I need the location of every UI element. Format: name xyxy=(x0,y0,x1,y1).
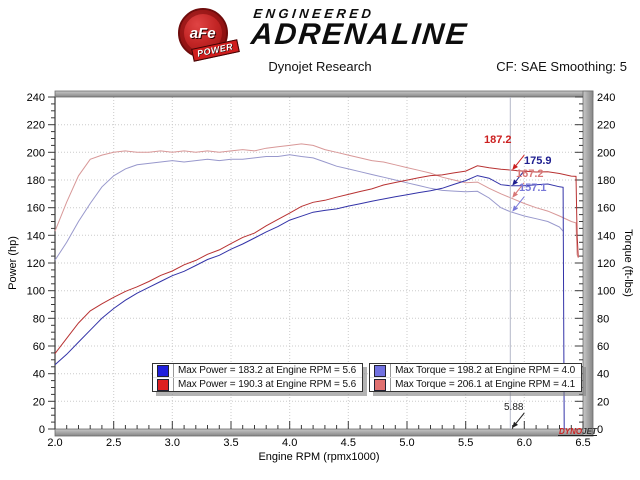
svg-text:6.5: 6.5 xyxy=(575,437,590,449)
svg-text:60: 60 xyxy=(597,341,609,353)
svg-text:20: 20 xyxy=(33,396,45,408)
y-axis-ticks: 0 0 20 20 40 40 60 60 80 80 100 100 120 120 140 140 160 1… xyxy=(27,92,616,436)
svg-text:180: 180 xyxy=(27,175,45,187)
svg-text:120: 120 xyxy=(597,258,615,270)
svg-text:220: 220 xyxy=(27,120,45,132)
svg-text:2.5: 2.5 xyxy=(106,437,121,449)
svg-text:160: 160 xyxy=(597,203,615,215)
svg-text:240: 240 xyxy=(27,92,45,104)
smoothing-status: CF: SAE Smoothing: 5 xyxy=(496,59,627,74)
svg-text:4.5: 4.5 xyxy=(341,437,356,449)
svg-text:180: 180 xyxy=(597,175,615,187)
svg-text:4.0: 4.0 xyxy=(282,437,297,449)
legend-label: Max Torque = 206.1 at Engine RPM = 4.1 xyxy=(395,379,576,390)
svg-text:0: 0 xyxy=(597,424,603,436)
curve-torque_run_red xyxy=(54,143,579,258)
svg-text:160: 160 xyxy=(27,203,45,215)
svg-text:167.2: 167.2 xyxy=(516,168,544,180)
svg-text:140: 140 xyxy=(597,230,615,242)
legend-row: Max Torque = 206.1 at Engine RPM = 4.1 xyxy=(370,377,582,391)
svg-text:100: 100 xyxy=(597,286,615,298)
svg-text:5.88: 5.88 xyxy=(504,402,524,413)
svg-text:0: 0 xyxy=(39,424,45,436)
power-blue-swatch-icon xyxy=(157,364,169,377)
svg-text:6.0: 6.0 xyxy=(517,437,532,449)
legend-label: Max Power = 190.3 at Engine RPM = 5.6 xyxy=(178,379,357,390)
legend: Max Power = 183.2 at Engine RPM = 5.6 Ma… xyxy=(152,363,583,392)
legend-box-torque[interactable]: Max Torque = 198.2 at Engine RPM = 4.0 M… xyxy=(369,363,583,392)
svg-text:80: 80 xyxy=(597,313,609,325)
legend-label: Max Torque = 198.2 at Engine RPM = 4.0 xyxy=(395,365,576,376)
swatch-cell xyxy=(153,378,174,391)
dyno-chart-plot[interactable]: 0 0 20 20 40 40 60 60 80 80 100 100 120 120 140 140 160 1… xyxy=(0,85,640,480)
svg-text:40: 40 xyxy=(597,369,609,381)
x-axis-ticks: 2.0 2.5 3.0 3.5 4.0 4.5 5.0 5.5 6.0 6.5 xyxy=(47,421,591,449)
legend-row: Max Torque = 198.2 at Engine RPM = 4.0 xyxy=(370,364,581,377)
power-red-swatch-icon xyxy=(157,378,169,391)
legend-label: Max Power = 183.2 at Engine RPM = 5.6 xyxy=(178,365,357,376)
dynojet-watermark: DYNOJET xyxy=(558,427,598,436)
svg-text:100: 100 xyxy=(27,286,45,298)
afe-logo-text: aFe xyxy=(189,24,216,42)
swatch-cell xyxy=(153,364,174,377)
legend-row: Max Power = 183.2 at Engine RPM = 5.6 xyxy=(153,364,362,377)
svg-text:120: 120 xyxy=(27,258,45,270)
svg-text:200: 200 xyxy=(27,147,45,159)
brand-text: ENGINEERED ADRENALINE xyxy=(249,6,470,51)
legend-box-power[interactable]: Max Power = 183.2 at Engine RPM = 5.6 Ma… xyxy=(152,363,364,392)
y-axis-title-left: Power (hp) xyxy=(7,236,19,290)
curve-torque_run_blue xyxy=(54,154,564,261)
svg-text:5.0: 5.0 xyxy=(399,437,414,449)
svg-text:20: 20 xyxy=(597,396,609,408)
svg-text:DYNOJET: DYNOJET xyxy=(559,427,598,436)
svg-text:220: 220 xyxy=(597,120,615,132)
brand-adrenaline: ADRENALINE xyxy=(249,18,470,51)
svg-text:187.2: 187.2 xyxy=(484,134,512,146)
svg-text:200: 200 xyxy=(597,147,615,159)
svg-text:175.9: 175.9 xyxy=(524,155,552,167)
curve-power_run_red xyxy=(54,165,579,354)
swatch-cell xyxy=(370,364,392,377)
svg-text:157.1: 157.1 xyxy=(519,182,547,194)
svg-text:2.0: 2.0 xyxy=(47,437,62,449)
svg-text:3.0: 3.0 xyxy=(165,437,180,449)
afe-power-logo: aFe POWER xyxy=(172,6,242,62)
curve-power_run_blue xyxy=(54,175,565,430)
torque-red-swatch-icon xyxy=(374,378,387,391)
svg-text:40: 40 xyxy=(33,369,45,381)
svg-text:140: 140 xyxy=(27,230,45,242)
swatch-cell xyxy=(370,378,392,391)
svg-text:3.5: 3.5 xyxy=(223,437,238,449)
svg-text:5.5: 5.5 xyxy=(458,437,473,449)
brand-header: aFe POWER ENGINEERED ADRENALINE xyxy=(0,6,640,62)
x-axis-title: Engine RPM (rpmx1000) xyxy=(258,451,379,463)
svg-text:60: 60 xyxy=(33,341,45,353)
torque-blue-swatch-icon xyxy=(374,364,387,377)
y-axis-title-right: Torque (ft-lbs) xyxy=(622,229,634,297)
chart-title: Dynojet Research xyxy=(268,59,372,74)
svg-text:240: 240 xyxy=(597,92,615,104)
legend-row: Max Power = 190.3 at Engine RPM = 5.6 xyxy=(153,377,363,391)
svg-text:80: 80 xyxy=(33,313,45,325)
